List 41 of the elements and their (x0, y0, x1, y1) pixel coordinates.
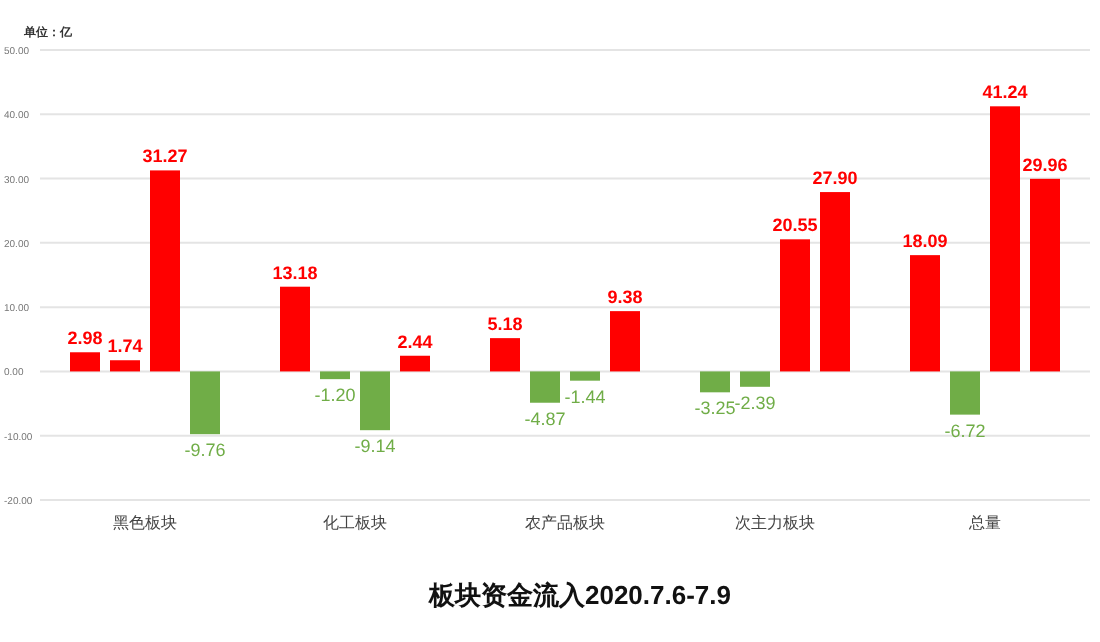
x-tick-label: 次主力板块 (735, 514, 815, 532)
data-label: 2.98 (67, 328, 103, 349)
x-tick-label: 黑色板块 (113, 514, 177, 532)
data-label: -4.87 (524, 408, 566, 429)
bar (910, 255, 940, 372)
bar (320, 371, 350, 380)
bar (70, 352, 100, 372)
bar (740, 371, 770, 387)
data-label: 31.27 (142, 146, 188, 167)
bar (990, 106, 1020, 372)
data-label: 2.44 (397, 331, 433, 352)
data-label: 20.55 (772, 215, 818, 236)
x-tick-label: 化工板块 (323, 514, 387, 532)
data-label: -9.76 (184, 440, 226, 461)
bar (610, 311, 640, 372)
x-tick-label: 总量 (967, 514, 1001, 532)
data-label: 13.18 (272, 262, 318, 283)
data-label: 41.24 (982, 82, 1028, 103)
bar (1030, 178, 1060, 372)
x-tick-label: 农产品板块 (525, 514, 605, 532)
data-label: 9.38 (607, 287, 643, 308)
data-label: 1.74 (107, 336, 143, 357)
bar (150, 170, 180, 372)
data-label: -3.25 (694, 398, 736, 419)
data-label: 18.09 (902, 231, 948, 252)
data-label: -9.14 (354, 436, 396, 457)
bar (780, 239, 810, 372)
bar (490, 338, 520, 372)
data-label: 27.90 (812, 168, 858, 189)
text: 板块资金流入2020.7.6-7.9 (426, 580, 732, 610)
data-label: 29.96 (1022, 154, 1068, 175)
bar (400, 355, 430, 372)
bar (280, 286, 310, 372)
bar (950, 371, 980, 415)
data-label: -1.44 (564, 386, 606, 407)
bar (820, 192, 850, 372)
data-label: -1.20 (314, 385, 356, 406)
data-label: 5.18 (487, 314, 523, 335)
bar (530, 371, 560, 403)
data-label: -2.39 (734, 392, 776, 413)
data-label: -6.72 (944, 420, 986, 441)
